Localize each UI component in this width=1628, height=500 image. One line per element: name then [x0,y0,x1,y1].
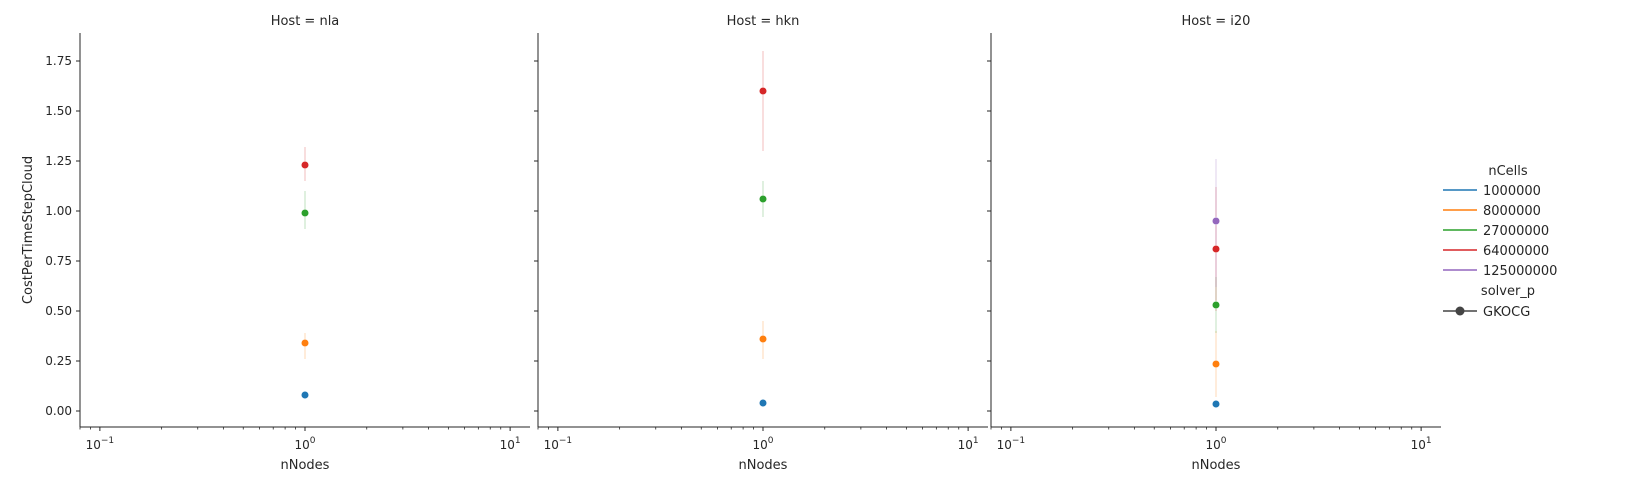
data-point-27000000 [300,208,310,218]
x-tick-label: 10−1 [997,436,1026,452]
y-tick-label: 0.75 [45,254,72,268]
x-tick-label: 100 [1205,436,1226,452]
x-tick-label: 10−1 [544,436,573,452]
data-point-64000000 [758,86,768,96]
x-tick-label: 101 [958,436,979,452]
x-tick-label: 101 [1411,436,1432,452]
facet-panel-2: Host = hkn 10−1 100 101 nNodes [534,14,988,473]
x-axis-label: nNodes [1192,458,1241,473]
x-axis-label: nNodes [739,458,788,473]
y-axis-label: CostPerTimeStepCloud [21,156,36,304]
legend-label: 64000000 [1483,244,1549,259]
legend-label: 125000000 [1483,264,1557,279]
facet-panel-3: Host = i20 10−1 100 101 nNodes [987,14,1441,473]
y-tick-label: 0.00 [45,404,72,418]
x-tick-label: 101 [500,436,521,452]
y-tick-label: 1.00 [45,204,72,218]
y-tick-label: 0.50 [45,304,72,318]
data-point-1000000 [1211,399,1221,409]
facet-panel-1: Host = nla 0.00 0.25 0.50 0.75 1.00 1.25 1.50 1.… [45,14,530,473]
legend-label: 1000000 [1483,184,1541,199]
panel-title: Host = i20 [1182,14,1251,29]
data-point-1000000 [758,398,768,408]
legend-title: nCells [1488,164,1528,179]
x-tick-label: 100 [294,436,315,452]
data-point-1000000 [300,390,310,400]
y-tick-label: 1.25 [45,154,72,168]
data-point-27000000 [758,194,768,204]
data-point-8000000 [300,338,310,348]
legend-label: 8000000 [1483,204,1541,219]
legend: nCells 1000000 8000000 27000000 64000000 1250… [1443,164,1557,320]
data-point-64000000 [1211,244,1221,254]
x-axis-label: nNodes [281,458,330,473]
x-tick-label: 100 [752,436,773,452]
panel-title: Host = nla [271,14,340,29]
data-point-125000000 [1211,216,1221,226]
x-tick-label: 10−1 [86,436,115,452]
y-tick-label: 1.50 [45,104,72,118]
y-tick-label: 1.75 [45,54,72,68]
data-point-27000000 [1211,300,1221,310]
legend-style-label: GKOCG [1483,305,1530,320]
legend-label: 27000000 [1483,224,1549,239]
panel-title: Host = hkn [727,14,800,29]
y-tick-label: 0.25 [45,354,72,368]
data-point-8000000 [758,334,768,344]
data-point-64000000 [300,160,310,170]
data-point-8000000 [1211,359,1221,369]
legend-style-marker [1455,306,1465,316]
legend-style-title: solver_p [1481,284,1535,299]
